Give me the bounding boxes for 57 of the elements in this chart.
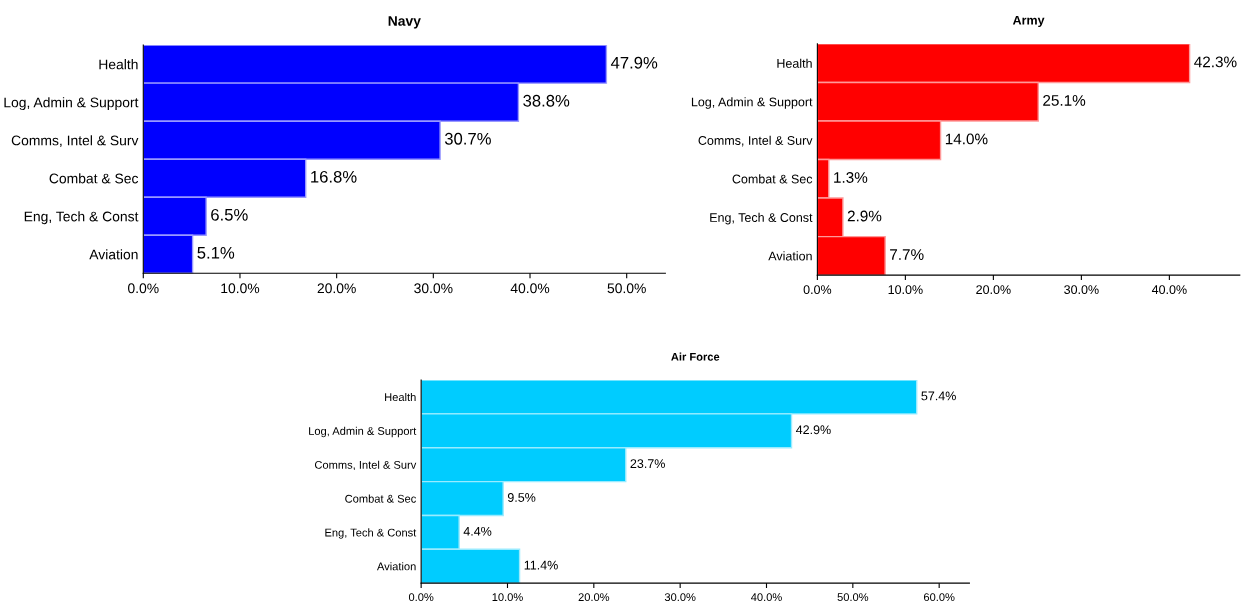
data-label: 11.4% [524, 560, 558, 570]
chart-title: Army [1012, 15, 1045, 28]
data-label: 4.4% [463, 526, 492, 536]
x-tick-label: 10.0% [492, 593, 523, 602]
data-label: 7.7% [890, 249, 924, 260]
data-label: 9.5% [507, 493, 536, 502]
y-tick-label: Log, Admin & Support [691, 97, 813, 109]
x-tick-label: 20.0% [578, 593, 610, 602]
y-tick-label: Health [777, 58, 812, 68]
data-label: 16.8% [311, 170, 357, 183]
x-tick-label: 30.0% [1064, 285, 1099, 295]
y-tick-label: Combat & Sec [49, 173, 139, 184]
data-label: 42.3% [1194, 56, 1237, 68]
data-label: 1.3% [834, 172, 868, 183]
x-tick-label: 0.0% [128, 283, 159, 294]
y-tick-label: Comms, Intel & Surv [698, 135, 813, 147]
data-label: 42.9% [795, 425, 831, 435]
x-tick-label: 40.0% [751, 593, 782, 602]
x-tick-label: 60.0% [923, 593, 955, 602]
chart-title: Navy [388, 16, 421, 29]
y-tick-label: Comms, Intel & Surv [314, 460, 417, 471]
y-tick-label: Health [385, 392, 416, 402]
x-tick-label: 0.0% [803, 285, 832, 295]
y-tick-label: Log, Admin & Support [309, 426, 417, 438]
x-tick-label: 40.0% [510, 283, 550, 294]
y-tick-label: Comms, Intel & Surv [11, 135, 139, 148]
x-tick-label: 50.0% [607, 283, 646, 294]
data-label: 14.0% [945, 133, 988, 145]
x-tick-label: 30.0% [414, 283, 453, 294]
y-tick-label: Combat & Sec [345, 494, 416, 503]
data-label: 38.8% [523, 94, 570, 107]
x-tick-label: 0.0% [408, 593, 434, 602]
x-tick-label: 20.0% [976, 285, 1011, 295]
x-tick-label: 10.0% [888, 285, 923, 295]
y-tick-label: Eng, Tech & Const [24, 211, 139, 225]
y-tick-label: Eng, Tech & Const [325, 528, 417, 539]
y-tick-label: Aviation [768, 251, 812, 261]
y-tick-label: Combat & Sec [732, 174, 813, 184]
x-tick-label: 10.0% [221, 283, 260, 294]
data-label: 57.4% [921, 391, 956, 401]
data-label: 23.7% [630, 459, 665, 469]
y-tick-label: Log, Admin & Support [4, 97, 139, 111]
x-tick-label: 30.0% [664, 593, 696, 602]
y-tick-label: Aviation [89, 249, 138, 260]
y-tick-label: Eng, Tech & Const [710, 212, 813, 225]
data-label: 47.9% [610, 56, 658, 69]
x-tick-label: 50.0% [837, 593, 869, 602]
y-tick-label: Health [99, 59, 138, 70]
chart-title: Air Force [671, 352, 720, 361]
data-label: 30.7% [444, 132, 491, 145]
data-label: 2.9% [847, 210, 882, 222]
data-label: 5.1% [197, 247, 235, 259]
x-tick-label: 20.0% [317, 283, 356, 294]
data-label: 6.5% [211, 208, 248, 221]
x-tick-label: 40.0% [1151, 285, 1187, 295]
y-tick-label: Aviation [376, 562, 416, 571]
data-label: 25.1% [1043, 95, 1086, 106]
